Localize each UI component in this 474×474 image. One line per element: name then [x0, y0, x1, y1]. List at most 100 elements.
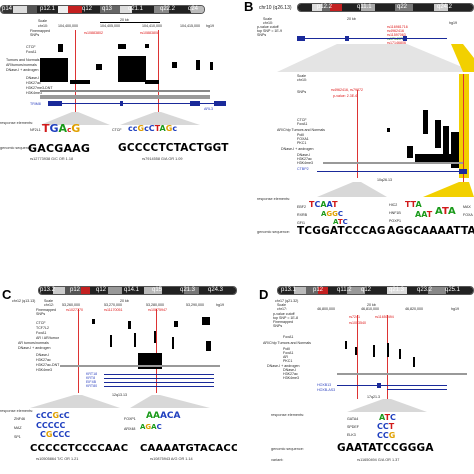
snp-label: rs7241 — [349, 315, 360, 319]
track-label: CTCF — [297, 118, 307, 122]
ideogram-band-label: p12 — [313, 287, 324, 293]
chip-peak — [92, 319, 95, 324]
coord-label: 46,800,000 — [317, 307, 335, 311]
chrom-label: chr10: — [38, 24, 48, 28]
gene-model — [337, 385, 447, 386]
genomic-sequence: GAATATCCGGGA — [337, 442, 434, 454]
gene-label: HOXB-AS3 — [317, 388, 336, 392]
snp-marker-line — [463, 74, 464, 184]
chip-peak — [373, 345, 375, 357]
band-label: 17q21.3 — [367, 395, 380, 399]
chip-peak — [118, 44, 126, 49]
tf-label: CTCF — [112, 128, 122, 132]
tf-label: NF2L1 — [30, 128, 41, 132]
track-label: H3K4me3 — [26, 91, 42, 95]
tf-label: ARX48 — [124, 427, 136, 431]
track-label: FoxA1 — [36, 331, 47, 335]
chip-peak — [174, 321, 178, 327]
tf-label: MAZ — [14, 426, 22, 430]
finemapped-label: Finemapped — [36, 308, 56, 312]
resp-elements-label: response elements: — [271, 413, 305, 417]
ideogram-band-label: p12.2 — [317, 4, 333, 10]
ideogram-band-label: q23.2 — [417, 287, 433, 293]
track-label: H3K4me3 — [36, 368, 52, 372]
genomic-sequence: TCGGATCCCAG — [297, 225, 386, 237]
motif-logo: CCT — [377, 422, 395, 431]
track-label: PKC1 — [283, 359, 293, 363]
gene-exon — [48, 101, 62, 106]
tf-label: RXRB — [297, 213, 307, 217]
ideogram-band-label: q15 — [152, 287, 163, 293]
genomic-seq-label: genomic sequence: — [271, 447, 304, 451]
tf-label: GATA4 — [347, 417, 359, 421]
panel-letter: D — [259, 287, 269, 302]
gene-label: KRT80 — [86, 384, 98, 388]
snp-label: rs10883808 — [140, 31, 159, 35]
chip-peak — [145, 80, 159, 84]
gene-model — [317, 171, 467, 172]
track-label: AR/ChIp Tumors and Normals — [277, 128, 325, 132]
motif-logo: AGGC — [321, 210, 344, 218]
genome-build: hg19 — [449, 21, 457, 25]
scale-label: Scale — [277, 303, 286, 307]
gene-label: EIF4B — [86, 380, 96, 384]
coord-label: 53,290,000 — [186, 303, 204, 307]
variant-prefix: variant: — [271, 458, 284, 462]
chip-peak — [154, 331, 156, 343]
panel-b: B chr10 (q26.13) p12.2 q11.1 q22 q24.2 S… — [237, 0, 474, 237]
ideogram-band-label: p12 — [70, 287, 81, 293]
track-label: PolII — [283, 347, 291, 351]
snp-label: rs10875947 — [148, 308, 167, 312]
snp-label: rs116981716 — [387, 25, 408, 29]
chip-peak — [40, 95, 210, 99]
motif-logo: CCCCC — [36, 421, 66, 430]
chip-peak — [451, 132, 459, 168]
snp-label: rs4962416 — [387, 29, 404, 33]
genomic-seq-label: genomic sequence: — [257, 230, 290, 234]
gene-model — [48, 103, 226, 104]
resp-elements-label: response elements: — [0, 409, 34, 413]
snp-marker-line — [357, 315, 358, 399]
ideogram-band-label: p13.1 — [281, 287, 297, 293]
track-label: FoxA1 — [283, 335, 294, 339]
chip-peak — [407, 146, 413, 158]
coord-label: 104,405,000 — [100, 24, 120, 28]
track-label: H3K4me3 — [297, 161, 313, 165]
variant-label: rs12773938 G/C OR 1.18 — [30, 157, 74, 161]
track-label: H3K27ac-DNT — [36, 363, 60, 367]
chip-peak — [423, 110, 428, 134]
gene-model — [104, 378, 214, 379]
gene-label: TRIM8 — [30, 102, 41, 106]
variant-label: rs10875943 A/G OR 1.14 — [150, 457, 193, 461]
snps-label: SNPs — [297, 90, 307, 94]
track-label: CTCF — [26, 45, 36, 49]
chip-peak — [399, 349, 401, 359]
track-label: DNase-I — [297, 153, 311, 157]
chromosome-location: chr10 (q26.13) — [259, 5, 292, 11]
chrom-label: chr17: — [277, 307, 287, 311]
track-label: H3K27me3-DNT — [26, 86, 53, 90]
chromosome-ideogram — [38, 286, 237, 295]
chrom-label: chr10: — [263, 21, 273, 25]
tf-label: HNF1B — [389, 211, 401, 215]
chip-peak — [202, 317, 210, 325]
tf-label: GFI1 — [297, 221, 305, 225]
coord-label: 53,280,000 — [146, 303, 164, 307]
chip-peak — [413, 357, 415, 367]
track-label: FOXA1 — [297, 137, 309, 141]
zoom-funnel — [277, 44, 474, 72]
chip-peak — [337, 373, 467, 375]
highlighted-snps: rs4962416, rs79872 — [331, 88, 363, 92]
gene-label: ARL3 — [204, 107, 213, 111]
track-label: DNase-I + androgen — [281, 147, 314, 151]
ideogram-band-label: p12.1 — [40, 6, 56, 12]
ideogram-band-label: q11.2 — [337, 287, 352, 293]
ideogram-band-label: q21.3 — [180, 287, 196, 293]
motif-logo: CCG — [377, 431, 396, 440]
snp-label: rs1027770 — [66, 308, 83, 312]
chip-peak — [145, 44, 149, 48]
zoom-funnel — [40, 112, 200, 125]
scale-value: 20 kb — [120, 18, 129, 22]
scale-label: Scale — [44, 299, 53, 303]
zoom-funnel — [347, 399, 427, 412]
